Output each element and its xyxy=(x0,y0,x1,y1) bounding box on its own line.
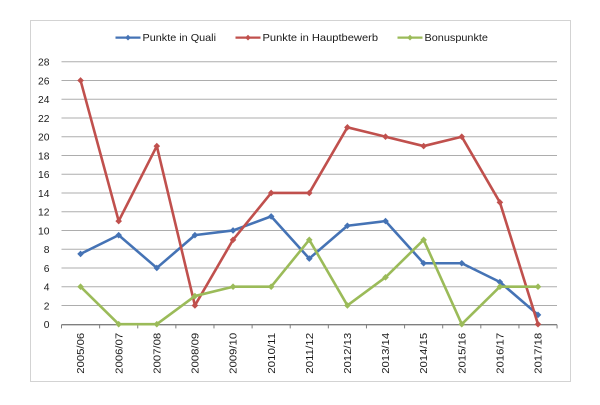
svg-text:2008/09: 2008/09 xyxy=(191,333,202,374)
svg-text:16: 16 xyxy=(38,170,50,181)
svg-text:22: 22 xyxy=(38,114,50,125)
svg-text:6: 6 xyxy=(44,264,50,275)
svg-text:2007/08: 2007/08 xyxy=(152,333,163,374)
svg-text:8: 8 xyxy=(44,245,50,256)
svg-text:2010/11: 2010/11 xyxy=(267,333,278,374)
svg-text:2013/14: 2013/14 xyxy=(381,333,392,374)
svg-text:2005/06: 2005/06 xyxy=(76,333,87,374)
svg-text:Bonuspunkte: Bonuspunkte xyxy=(425,32,489,44)
svg-text:20: 20 xyxy=(38,133,50,144)
svg-text:2017/18: 2017/18 xyxy=(534,333,545,374)
svg-text:2006/07: 2006/07 xyxy=(114,333,125,374)
svg-text:14: 14 xyxy=(38,189,50,200)
svg-text:4: 4 xyxy=(44,283,50,294)
svg-text:26: 26 xyxy=(38,76,50,87)
svg-text:2015/16: 2015/16 xyxy=(457,333,468,374)
svg-text:2011/12: 2011/12 xyxy=(305,333,316,374)
svg-text:2009/10: 2009/10 xyxy=(229,333,240,374)
svg-text:2016/17: 2016/17 xyxy=(495,333,506,374)
svg-text:18: 18 xyxy=(38,151,50,162)
svg-text:0: 0 xyxy=(44,320,50,331)
svg-text:Punkte in Quali: Punkte in Quali xyxy=(143,32,217,44)
svg-text:2014/15: 2014/15 xyxy=(419,333,430,374)
svg-text:Punkte in Hauptbewerb: Punkte in Hauptbewerb xyxy=(263,32,379,44)
svg-text:12: 12 xyxy=(38,208,50,219)
svg-text:10: 10 xyxy=(38,226,50,237)
svg-text:24: 24 xyxy=(38,95,50,106)
svg-text:2012/13: 2012/13 xyxy=(343,333,354,374)
svg-text:2: 2 xyxy=(44,301,50,312)
svg-text:28: 28 xyxy=(38,58,50,69)
